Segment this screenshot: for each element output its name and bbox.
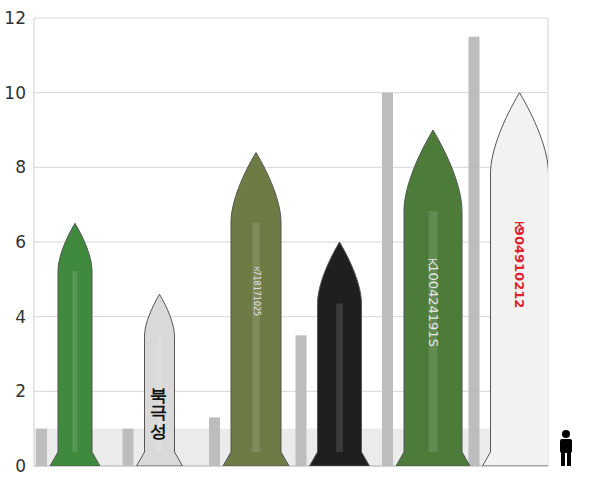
tick-label: 10 [4,83,26,103]
tick-label: 8 [15,157,26,177]
labels: 북극성 ㅈ718171025 ㅈ100424191S ㅈ904910212 [150,214,528,440]
missile-shade [252,222,260,452]
bar [469,37,480,466]
missile [483,93,549,466]
missile [223,152,289,466]
bar [36,429,47,466]
human-icon [560,430,572,466]
missile-label: ㅈ904910212 [512,214,527,308]
missile [137,294,183,466]
missile-label: ㅈ100424191S [426,251,441,347]
bar [209,417,220,466]
axis-line [34,18,35,466]
missile [310,242,370,466]
marks [36,37,548,466]
tick-label: 12 [4,8,26,28]
grid-line [34,18,548,19]
bar [123,429,134,466]
tick-label: 6 [15,232,26,252]
bar [296,335,307,466]
missile-label: ㅈ718171025 [252,262,261,316]
tick-label: 2 [15,381,26,401]
bar [382,93,393,466]
missile-shade [72,271,77,452]
missile-label: 북극성 [150,376,170,440]
tick-label: 4 [15,307,26,327]
missile [396,130,470,466]
missile-shade [336,304,343,452]
missile [50,223,100,466]
tick-label: 0 [15,456,26,476]
chart: 0 2 4 6 8 10 12 북극성 ㅈ718171025 ㅈ100424191S ㅈ904910… [0,0,600,478]
